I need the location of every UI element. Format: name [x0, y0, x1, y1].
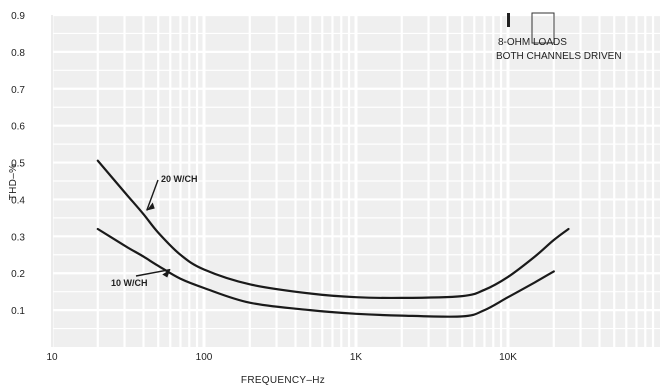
x-axis-title: FREQUENCY–Hz	[241, 375, 325, 386]
y-tick-label: 0.8	[11, 48, 25, 59]
series-pointer-10w	[135, 268, 171, 277]
y-tick-label: 0.6	[11, 122, 25, 133]
x-tick-label: 10	[46, 352, 58, 363]
y-tick-label: 0.4	[11, 195, 25, 206]
major-grid	[50, 13, 660, 347]
y-axis-title: THD–%	[8, 164, 19, 201]
series-pointer-20w	[146, 179, 159, 211]
arrowhead-10w-icon	[162, 269, 171, 278]
series-labels: 20 W/CH 10 W/CH	[111, 174, 198, 288]
y-tick-label: 0.5	[11, 159, 25, 170]
arrowhead-20w-icon	[146, 202, 155, 211]
note-line-2: BOTH CHANNELS DRIVEN	[496, 51, 622, 62]
series-line-10w	[96, 227, 555, 318]
series-label-10w: 10 W/CH	[111, 278, 148, 288]
y-tick-label: 0.9	[11, 11, 25, 22]
note-line-1: 8-OHM LOADS	[498, 37, 567, 48]
note-box	[531, 12, 555, 44]
y-tick-label: 0.2	[11, 269, 25, 280]
x-tick-label: 1K	[350, 352, 363, 363]
x-tick-label: 100	[196, 352, 213, 363]
legend-note: 8-OHM LOADS BOTH CHANNELS DRIVEN	[496, 12, 622, 62]
y-tick-label: 0.3	[11, 232, 25, 243]
y-tick-labels: 0.1 0.2 0.3 0.4 0.5 0.6 0.7 0.8 0.9	[11, 11, 25, 317]
y-tick-label: 0.1	[11, 306, 25, 317]
x-tick-labels: 10 100 1K 10K	[46, 352, 517, 363]
series-line-20w	[96, 159, 570, 300]
y-tick-label: 0.7	[11, 85, 25, 96]
x-tick-label: 10K	[499, 352, 517, 363]
note-marker-icon	[507, 13, 510, 27]
series-label-20w: 20 W/CH	[161, 174, 198, 184]
series-layer	[96, 159, 570, 318]
